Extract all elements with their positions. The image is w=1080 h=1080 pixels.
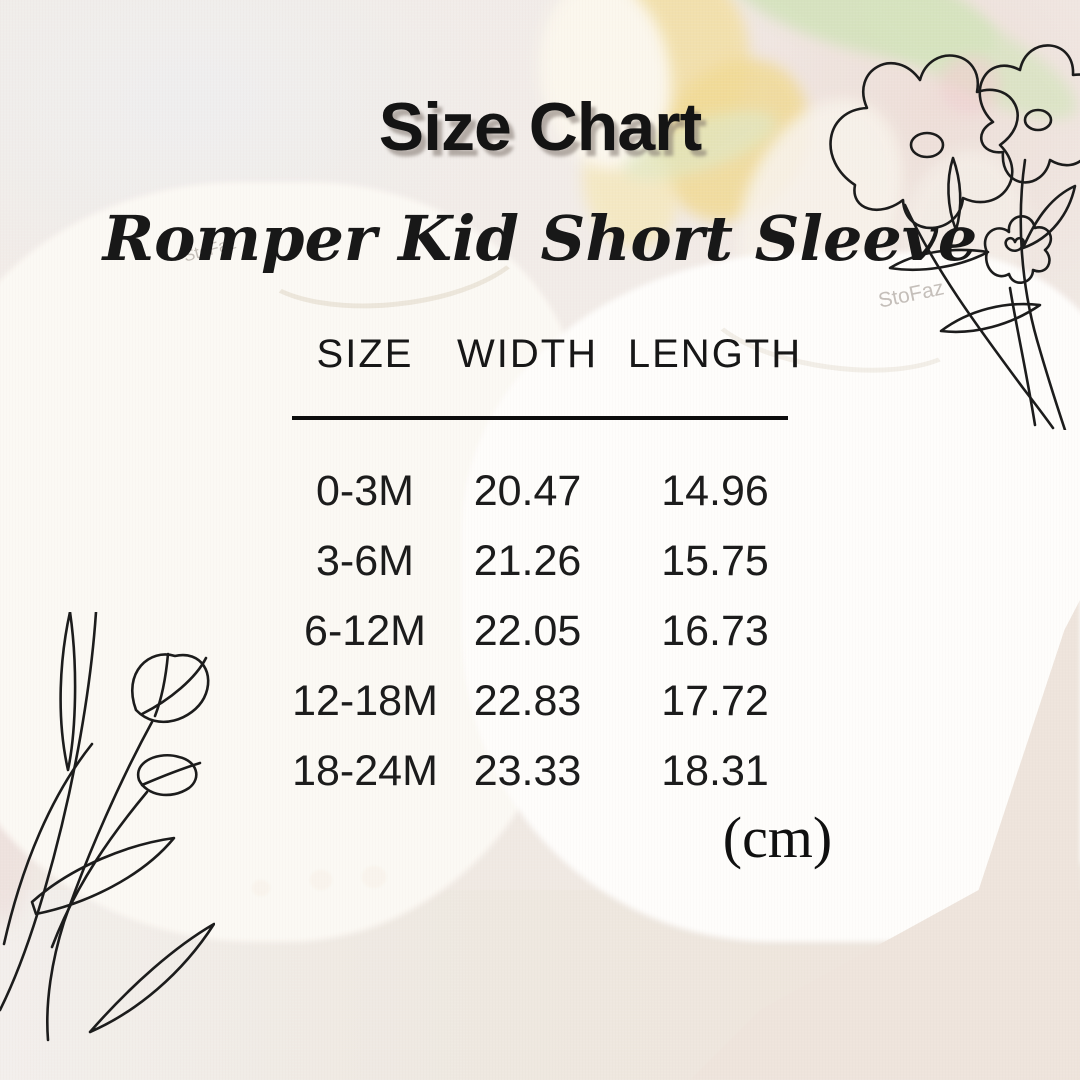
- unit-label: (cm): [722, 805, 833, 870]
- length-cell: 14.96: [661, 466, 769, 515]
- romper-snap-button: [310, 870, 332, 890]
- size-cell: 18-24M: [292, 746, 438, 795]
- table-row: 12-18M 22.83 17.72: [290, 666, 815, 736]
- size-table-body: 0-3M 20.47 14.96 3-6M 21.26 15.75 6-12M …: [290, 456, 815, 806]
- column-header-size: SIZE: [316, 331, 414, 376]
- table-row: 3-6M 21.26 15.75: [290, 526, 815, 596]
- flowers-line-art-icon: [829, 44, 1080, 430]
- header-divider-line: [292, 416, 788, 420]
- page-subtitle: Romper Kid Short Sleeve: [102, 202, 978, 275]
- length-cell: 15.75: [661, 536, 769, 585]
- size-cell: 6-12M: [304, 606, 426, 655]
- size-cell: 3-6M: [316, 536, 414, 585]
- length-cell: 16.73: [661, 606, 769, 655]
- page-title: Size Chart: [378, 89, 703, 165]
- size-cell: 12-18M: [292, 676, 438, 725]
- column-header-length: LENGTH: [627, 331, 803, 376]
- romper-snap-button: [362, 866, 386, 888]
- table-row: 18-24M 23.33 18.31: [290, 736, 815, 806]
- width-cell: 21.26: [473, 536, 582, 585]
- length-cell: 17.72: [661, 676, 769, 725]
- table-row: 0-3M 20.47 14.96: [290, 456, 815, 526]
- tulips-line-art-icon: [0, 612, 215, 1042]
- romper-photo-right: [462, 252, 1080, 942]
- width-cell: 20.47: [473, 466, 582, 515]
- size-table: SIZE WIDTH LENGTH 0-3M 20.47 14.96 3-6M …: [290, 330, 815, 806]
- width-cell: 23.33: [473, 746, 582, 795]
- table-row: 6-12M 22.05 16.73: [290, 596, 815, 666]
- width-cell: 22.05: [473, 606, 582, 655]
- romper-snap-button: [252, 880, 270, 896]
- length-cell: 18.31: [661, 746, 769, 795]
- size-table-header: SIZE WIDTH LENGTH: [290, 330, 815, 378]
- width-cell: 22.83: [473, 676, 582, 725]
- size-cell: 0-3M: [316, 466, 414, 515]
- column-header-width: WIDTH: [456, 331, 599, 376]
